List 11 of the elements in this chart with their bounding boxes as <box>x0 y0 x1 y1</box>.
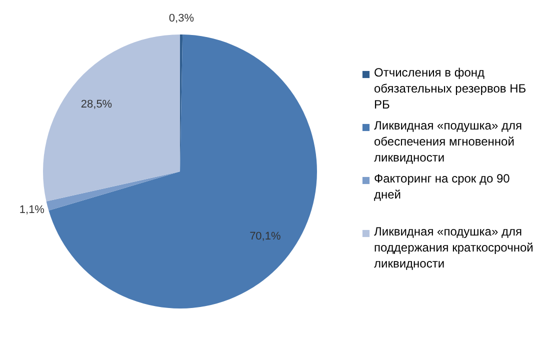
legend-label: Ликвидная «подушка» для поддержания краткосрочной ликвидности <box>374 224 534 270</box>
pie-slice <box>48 34 317 308</box>
data-label: 28,5% <box>80 98 112 111</box>
pie-slice <box>46 172 180 211</box>
data-label: 0,3% <box>168 12 194 25</box>
data-label: 1,1% <box>19 204 45 216</box>
legend-label: Ликвидная «подушка» для обеспечения мгновенной ликвидности <box>374 118 522 164</box>
legend-label: Факторинг на срок до 90 дней <box>374 172 510 202</box>
legend-label: Отчисления в фонд обязательных резервов НБ РБ <box>374 66 526 112</box>
pie-slice <box>43 34 180 202</box>
data-label: 70,1% <box>250 230 281 242</box>
